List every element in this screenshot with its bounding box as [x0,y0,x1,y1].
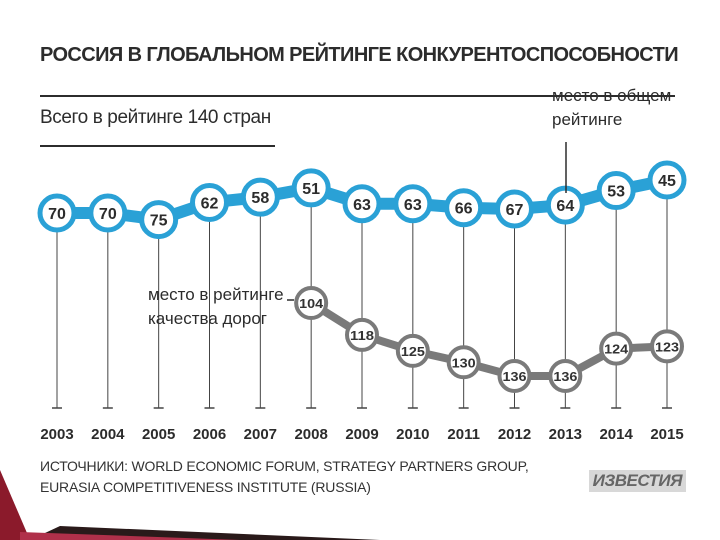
overall-data-label: 51 [302,181,320,198]
x-tick-label: 2012 [498,426,531,443]
roads-data-label: 118 [350,328,374,343]
overall-data-label: 66 [455,201,473,218]
roads-point [446,345,481,380]
overall-data-label: 64 [556,198,574,215]
overall-data-label: 75 [150,213,168,230]
overall-point [37,193,77,233]
roads-data-label: 123 [655,339,679,354]
overall-data-label: 45 [658,173,676,190]
chart-title: РОССИЯ В ГЛОБАЛЬНОМ РЕЙТИНГЕ КОНКУРЕНТОС… [40,44,679,66]
overall-data-label: 63 [353,197,371,214]
overall-point [240,177,280,217]
roads-point [294,286,329,320]
x-tick-label: 2013 [549,426,582,443]
x-tick-label: 2014 [599,426,633,443]
overall-data-label: 58 [251,190,269,207]
overall-point [495,189,534,229]
overall-point [596,171,636,211]
slide-decoration [0,470,380,540]
overall-data-label: 62 [201,195,219,212]
roads-data-label: 130 [452,355,476,370]
overall-series-annotation: рейтинге [552,110,622,129]
roads-point [497,358,532,393]
roads-data-label: 125 [401,344,425,359]
x-tick-label: 2008 [294,426,327,443]
overall-point [88,193,128,233]
chart-subtitle: Всего в рейтинге 140 стран [40,107,271,128]
overall-data-label: 70 [99,206,117,223]
overall-point [190,182,229,222]
deco-red-wedge [0,470,30,540]
x-tick-label: 2006 [193,426,226,443]
x-tick-label: 2007 [244,426,277,443]
overall-point [647,160,687,200]
overall-data-label: 63 [404,197,422,214]
roads-series-annotation: качества дорог [148,309,267,328]
deco-red-stripe [20,532,240,540]
roads-point [395,333,430,368]
roads-data-label: 124 [604,342,629,357]
overall-point [393,184,433,224]
x-tick-label: 2010 [396,426,429,443]
overall-point [444,188,484,228]
sources-note: ИСТОЧНИКИ: WORLD ECONOMIC FORUM, STRATEG… [40,456,529,498]
roads-series-annotation: место в рейтинге [148,285,284,304]
overall-point [291,168,331,208]
overall-data-label: 67 [506,202,524,219]
sources-line-2: EURASIA COMPETITIVENESS INSTITUTE (RUSSI… [40,479,371,495]
x-tick-label: 2015 [650,426,683,443]
x-tick-label: 2005 [142,426,175,443]
chart-panel [22,22,698,518]
x-tick-label: 2009 [345,426,378,443]
overall-series-annotation: место в общем [552,86,671,105]
x-tick-label: 2003 [40,426,73,443]
roads-data-label: 104 [299,296,324,311]
overall-point [342,184,382,224]
x-tick-label: 2004 [91,426,125,443]
subtitle-divider [40,145,275,147]
overall-point [139,200,179,240]
roads-point [345,317,379,352]
title-divider [40,95,675,97]
roads-point [650,329,684,364]
x-tick-label: 2011 [447,426,480,443]
sources-line-1: ИСТОЧНИКИ: WORLD ECONOMIC FORUM, STRATEG… [40,458,529,474]
overall-data-label: 53 [607,184,625,201]
roads-point [599,331,634,366]
overall-data-label: 70 [48,206,66,223]
roads-data-label: 136 [503,369,527,384]
roads-point [548,358,583,393]
roads-data-label: 136 [553,369,577,384]
izvestia-logo: ИЗВЕСТИЯ [588,470,686,492]
